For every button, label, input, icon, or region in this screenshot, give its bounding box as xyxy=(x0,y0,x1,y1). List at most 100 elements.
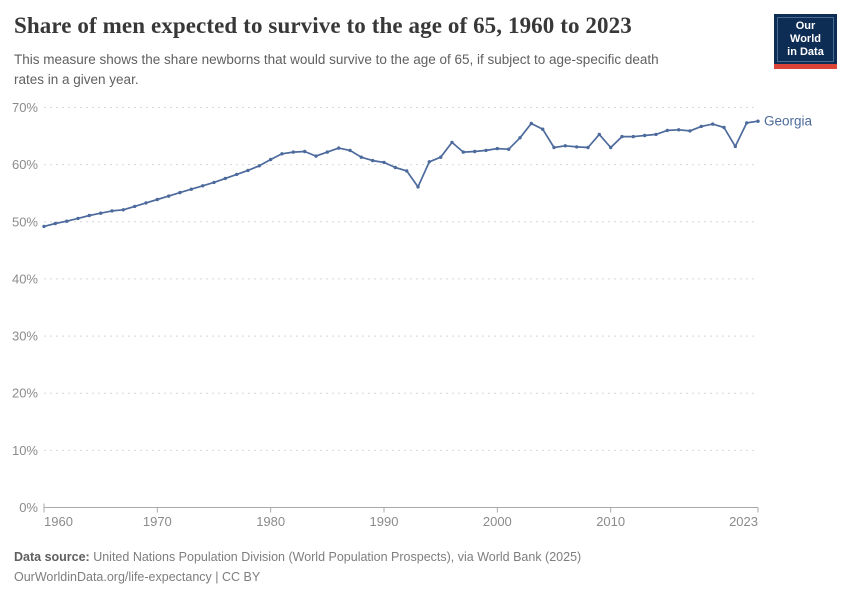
data-point-2003[interactable] xyxy=(529,121,533,126)
data-point-1972[interactable] xyxy=(178,190,182,195)
y-tick-label-60: 60% xyxy=(12,157,38,172)
chart-footer: Data source: United Nations Population D… xyxy=(14,547,581,587)
data-point-2018[interactable] xyxy=(699,124,703,129)
data-point-1962[interactable] xyxy=(65,219,69,223)
data-point-1999[interactable] xyxy=(484,148,488,153)
data-source-line: Data source: United Nations Population D… xyxy=(14,547,581,567)
page-title: Share of men expected to survive to the … xyxy=(14,13,632,38)
data-point-1981[interactable] xyxy=(280,152,284,156)
data-point-2009[interactable] xyxy=(597,132,601,137)
data-point-2007[interactable] xyxy=(575,145,579,149)
data-point-1961[interactable] xyxy=(53,221,57,226)
y-tick-label-50: 50% xyxy=(12,214,38,229)
x-tick-label-1960: 1960 xyxy=(44,514,73,529)
data-point-1983[interactable] xyxy=(303,149,307,154)
data-point-1997[interactable] xyxy=(461,150,465,154)
data-point-2008[interactable] xyxy=(586,145,590,150)
data-point-2011[interactable] xyxy=(620,134,624,139)
data-point-1969[interactable] xyxy=(144,201,148,205)
owid-logo-box: Our World in Data xyxy=(774,14,837,64)
data-point-1977[interactable] xyxy=(235,172,239,177)
x-tick-label-2000: 2000 xyxy=(483,514,512,529)
data-point-2005[interactable] xyxy=(552,145,556,150)
x-tick-label-1980: 1980 xyxy=(256,514,285,529)
license-line: OurWorldinData.org/life-expectancy | CC … xyxy=(14,567,581,587)
data-point-2006[interactable] xyxy=(563,144,567,148)
data-point-2013[interactable] xyxy=(643,133,647,138)
data-point-1966[interactable] xyxy=(110,209,114,213)
data-point-1979[interactable] xyxy=(257,164,261,168)
y-tick-label-30: 30% xyxy=(12,329,38,344)
data-point-2002[interactable] xyxy=(518,136,522,140)
data-point-2014[interactable] xyxy=(654,132,658,137)
data-point-markers[interactable] xyxy=(42,119,760,229)
data-point-1971[interactable] xyxy=(167,194,171,198)
owid-url-link[interactable]: OurWorldinData.org/life-expectancy xyxy=(14,570,212,584)
data-point-2017[interactable] xyxy=(688,129,692,133)
data-point-1988[interactable] xyxy=(359,155,363,159)
data-point-1976[interactable] xyxy=(223,176,227,181)
data-point-1985[interactable] xyxy=(325,150,329,154)
page-subtitle: This measure shows the share newborns th… xyxy=(14,50,659,90)
owid-logo-line-2: in Data xyxy=(787,46,824,58)
data-point-1980[interactable] xyxy=(269,157,273,162)
data-point-1990[interactable] xyxy=(382,160,386,165)
y-gridlines xyxy=(44,107,758,451)
data-point-1993[interactable] xyxy=(416,185,420,189)
data-point-2000[interactable] xyxy=(495,146,499,151)
data-point-2019[interactable] xyxy=(711,122,715,126)
data-point-1978[interactable] xyxy=(246,168,250,173)
y-tick-label-20: 20% xyxy=(12,386,38,401)
data-point-1995[interactable] xyxy=(439,155,443,159)
y-tick-label-70: 70% xyxy=(12,100,38,115)
data-point-1973[interactable] xyxy=(189,187,193,191)
data-point-1964[interactable] xyxy=(87,213,92,218)
data-point-2020[interactable] xyxy=(722,125,726,130)
y-tick-label-0: 0% xyxy=(19,500,38,515)
owid-logo[interactable]: Our World in Data xyxy=(774,14,837,69)
data-point-2022[interactable] xyxy=(745,121,749,125)
data-source-label: Data source: xyxy=(14,550,90,564)
data-point-1994[interactable] xyxy=(427,160,431,164)
data-point-2016[interactable] xyxy=(677,128,681,132)
data-point-2021[interactable] xyxy=(733,144,737,149)
x-axis: 1960 1970 1980 1990 2000 2010 2023 xyxy=(43,503,759,529)
x-tick-label-1990: 1990 xyxy=(370,514,399,529)
data-point-1986[interactable] xyxy=(337,146,341,150)
data-point-2001[interactable] xyxy=(507,147,511,151)
series-line-georgia[interactable] xyxy=(43,120,759,228)
data-point-2015[interactable] xyxy=(665,128,669,133)
license-text: | CC BY xyxy=(211,570,261,584)
y-tick-label-10: 10% xyxy=(12,443,38,458)
data-point-1975[interactable] xyxy=(212,180,216,185)
data-point-2023[interactable] xyxy=(756,119,760,123)
data-point-2012[interactable] xyxy=(631,134,635,139)
data-point-1987[interactable] xyxy=(348,148,352,153)
data-point-1992[interactable] xyxy=(405,169,409,173)
data-point-1982[interactable] xyxy=(291,150,295,154)
data-point-2010[interactable] xyxy=(609,145,613,150)
data-point-1984[interactable] xyxy=(314,154,318,158)
data-point-1960[interactable] xyxy=(42,224,46,229)
data-point-1989[interactable] xyxy=(371,158,375,163)
data-point-2004[interactable] xyxy=(541,127,545,131)
x-tick-label-1970: 1970 xyxy=(143,514,172,529)
y-axis-labels: 0% 10% 20% 30% 40% 50% 60% 70% xyxy=(12,100,38,515)
subtitle-line-1: This measure shows the share newborns th… xyxy=(14,52,659,67)
data-point-1998[interactable] xyxy=(473,149,477,154)
data-point-1967[interactable] xyxy=(121,208,126,212)
data-point-1974[interactable] xyxy=(201,184,205,188)
data-source-text: United Nations Population Division (Worl… xyxy=(89,550,582,564)
data-point-1965[interactable] xyxy=(99,211,103,215)
data-point-1968[interactable] xyxy=(133,204,137,209)
y-tick-label-40: 40% xyxy=(12,271,38,286)
data-point-1996[interactable] xyxy=(450,140,454,145)
data-point-1991[interactable] xyxy=(393,165,397,170)
x-tick-label-2023: 2023 xyxy=(729,514,758,529)
owid-logo-red-bar xyxy=(774,64,837,69)
entity-label-georgia[interactable]: Georgia xyxy=(764,114,813,129)
data-point-1970[interactable] xyxy=(155,197,159,202)
data-point-1963[interactable] xyxy=(76,216,80,221)
